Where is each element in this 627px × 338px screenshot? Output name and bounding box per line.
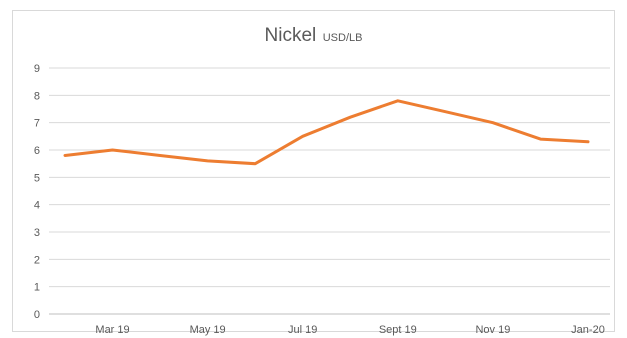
chart-area: Nickel USD/LB <box>12 10 615 332</box>
series-line-0 <box>63 99 590 166</box>
y-tick-label: 7 <box>34 118 40 130</box>
y-tick-label: 5 <box>34 172 40 184</box>
y-tick-label: 8 <box>34 90 40 102</box>
x-tick-label: Jan-20 <box>571 324 605 336</box>
x-tick-label: Nov 19 <box>475 324 510 336</box>
chart-title-unit: USD/LB <box>322 32 363 44</box>
x-tick-label: May 19 <box>190 324 226 336</box>
chart-title-text: Nickel <box>264 25 317 46</box>
x-tick-label: Mar 19 <box>95 324 129 336</box>
y-tick-label: 3 <box>34 227 40 239</box>
x-tick-label: Sept 19 <box>379 324 417 336</box>
y-tick-label: 1 <box>34 282 40 294</box>
y-tick-label: 6 <box>34 145 40 157</box>
y-tick-label: 0 <box>34 309 40 321</box>
x-tick-label: Jul 19 <box>288 324 317 336</box>
y-tick-label: 9 <box>34 63 40 75</box>
y-tick-label: 2 <box>34 254 40 266</box>
y-tick-label: 4 <box>34 200 40 212</box>
chart-title: Nickel USD/LB <box>13 25 614 47</box>
